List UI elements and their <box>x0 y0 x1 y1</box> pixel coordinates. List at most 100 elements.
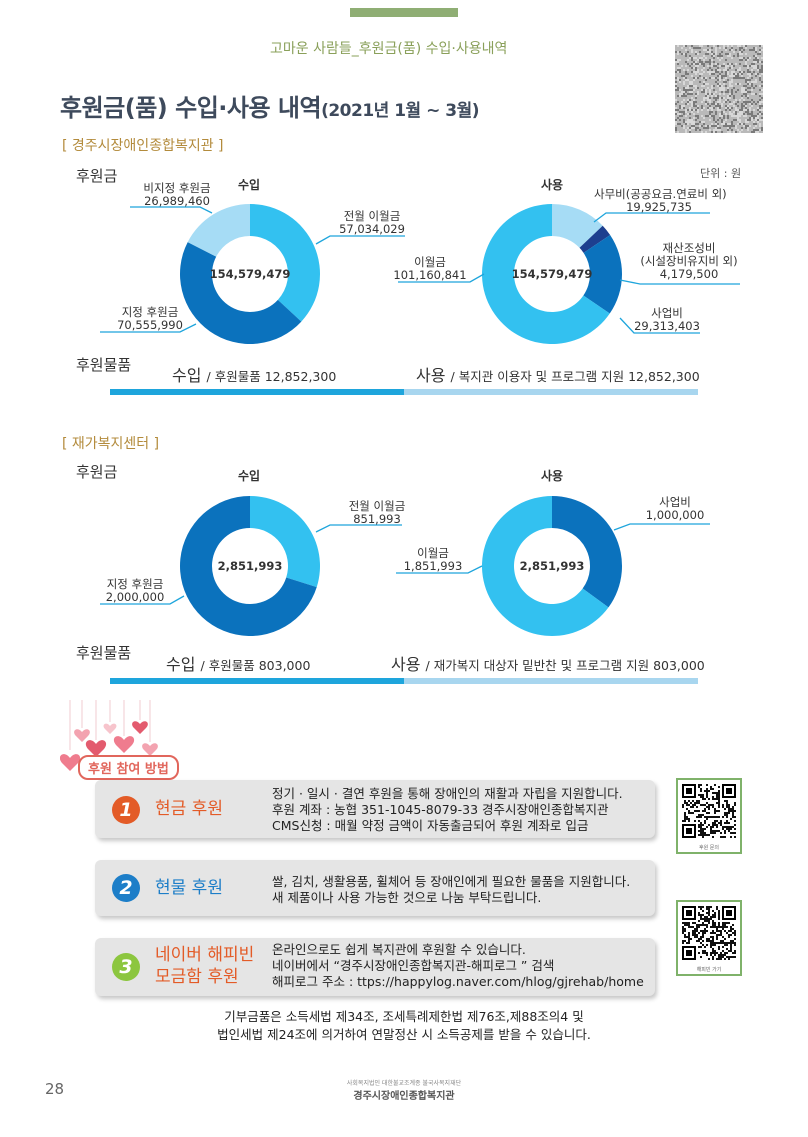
qr-code-happybean[interactable]: 해피빈 가기 <box>676 900 742 976</box>
leader-line-4 <box>619 279 740 285</box>
section1-goods-income: 수입 / 후원물품 12,852,300 <box>172 362 336 386</box>
chart1-center-total: 154,579,479 <box>209 267 291 281</box>
section2-goods-usage: 사용 / 재가복지 대상자 밑반찬 및 프로그램 지원 803,000 <box>391 651 705 675</box>
method1-line3: CMS신청 : 매월 약정 금액이 자동출금되어 후원 계좌로 입금 <box>272 818 589 833</box>
page-number: 28 <box>45 1080 65 1098</box>
top-accent-bar <box>350 8 458 17</box>
leader-line-0 <box>130 206 213 214</box>
section1-income-heading: 수입 <box>238 178 261 192</box>
footer-org-parent: 사회복지법인 대한불교조계종 불국사복지재단 <box>346 1080 462 1087</box>
tax-deduction-note-line2: 법인세법 제24조에 의거하여 연말정산 시 소득공제를 받을 수 있습니다. <box>217 1027 591 1042</box>
chart4-center-total: 2,851,993 <box>519 559 585 573</box>
method-card-goods <box>95 860 655 916</box>
chart2-slice-2 <box>583 234 622 314</box>
chart4-label-project-value: 1,000,000 <box>645 508 705 522</box>
section1-goods-bar-income <box>110 389 404 395</box>
chart4-label-carryforward: 이월금 1,851,993 <box>388 547 478 573</box>
section-title-center: [ 경주시장애인종합복지관 ] <box>62 138 224 154</box>
chart3-slice-1 <box>180 496 317 636</box>
chart3-label-designated-name: 지정 후원금 <box>106 577 164 591</box>
method-card-happybean <box>95 938 655 996</box>
tax-deduction-note: 기부금품은 소득세법 제34조, 조세특례제한법 제76조,제88조의4 및 법… <box>0 1008 808 1044</box>
method3-text: 온라인으로도 쉽게 복지관에 후원할 수 있습니다. 네이버에서 “경주시장애인… <box>272 942 644 990</box>
section2-goods-income-title: 수입 <box>166 655 196 674</box>
section2-usage-heading: 사용 <box>541 469 564 483</box>
page-title-date: (2021년 1월 ~ 3월) <box>321 101 480 121</box>
chart1-label-designated-name: 지정 후원금 <box>121 305 179 319</box>
section2-goods-income-text: / 후원물품 803,000 <box>200 658 311 673</box>
method1-title: 현금 후원 <box>155 799 223 819</box>
leader-line-9 <box>613 523 710 531</box>
method1-line1: 정기 · 일시 · 결연 후원을 통해 장애인의 재활과 자립을 지원합니다. <box>272 786 623 801</box>
chart2-label-office: 사무비(공공요금.연료비 외) 19,925,735 <box>594 187 727 214</box>
chart4-label-carryforward-name: 이월금 <box>417 546 449 560</box>
chart1-slice-0 <box>250 204 320 322</box>
method3-title-line2: 모금함 후원 <box>155 967 239 987</box>
leader-line-1 <box>315 235 405 245</box>
unit-label: 단위 : 원 <box>700 167 742 180</box>
footer-organization: 사회복지법인 대한불교조계종 불국사복지재단 경주시장애인종합복지관 <box>0 1078 808 1102</box>
section1-goods-bar-usage <box>404 389 698 395</box>
tax-deduction-note-line1: 기부금품은 소득세법 제34조, 조세특례제한법 제76조,제88조의4 및 <box>224 1009 584 1024</box>
chart3-center-total: 2,851,993 <box>217 559 283 573</box>
leader-line-6 <box>398 273 485 283</box>
method2-text: 쌀, 김치, 생활용품, 휠체어 등 장애인에게 필요한 물품을 지원합니다. … <box>272 874 630 906</box>
qr-code-inquiry[interactable]: 후원 문의 <box>676 778 742 854</box>
chart2-label-project: 사업비 29,313,403 <box>622 307 712 333</box>
section1-goods-usage: 사용 / 복지관 이용자 및 프로그램 지원 12,852,300 <box>416 362 700 386</box>
chart2-label-project-name: 사업비 <box>651 306 683 320</box>
page-title: 후원금(품) 수입·사용 내역(2021년 1월 ~ 3월) <box>60 88 480 123</box>
chart2-label-carryforward: 이월금 101,160,841 <box>385 256 475 282</box>
chart2-slice-0 <box>552 204 603 248</box>
method2-line2: 새 제품이나 사용 가능한 것으로 나눔 부탁드립니다. <box>272 890 542 905</box>
chart2-slice-1 <box>579 225 611 253</box>
section2-goods-bar-usage <box>404 678 698 684</box>
chart2-label-office-value: 19,925,735 <box>626 200 692 214</box>
leader-line-2 <box>100 323 197 333</box>
chart1-slice-1 <box>180 242 302 344</box>
chart3-slice-0 <box>250 496 321 588</box>
chart4-label-project: 사업비 1,000,000 <box>630 496 720 522</box>
section1-funds-label: 후원금 <box>76 167 118 185</box>
method3-title: 네이버 해피빈 모금함 후원 <box>155 944 254 988</box>
chart1-label-unspecified-value: 26,989,460 <box>144 194 210 208</box>
chart3-label-designated-value: 2,000,000 <box>105 590 165 604</box>
chart1-label-carryover-value: 57,034,029 <box>339 222 405 236</box>
hearts-decoration-icon <box>60 700 158 771</box>
leader-line-10 <box>396 565 483 574</box>
chart2-label-asset-name: 재산조성비 <box>662 241 716 255</box>
chart2-label-carryforward-name: 이월금 <box>414 255 446 269</box>
section1-goods-income-title: 수입 <box>172 366 202 385</box>
chart4-slice-1 <box>481 496 609 636</box>
donut-charts <box>100 204 740 636</box>
method2-title: 현물 후원 <box>155 878 223 898</box>
section-title-homecare: [ 재가복지센터 ] <box>62 436 160 452</box>
section2-income-heading: 수입 <box>238 469 261 483</box>
chart2-label-office-name: 사무비(공공요금.연료비 외) <box>594 187 727 201</box>
section1-usage-heading: 사용 <box>541 178 564 192</box>
chart3-label-designated: 지정 후원금 2,000,000 <box>90 578 180 604</box>
method1-number-icon: 1 <box>112 796 140 824</box>
chart2-label-carryforward-value: 101,160,841 <box>393 268 467 282</box>
method2-line1: 쌀, 김치, 생활용품, 휠체어 등 장애인에게 필요한 물품을 지원합니다. <box>272 874 631 889</box>
section1-goods-label: 후원물품 <box>76 356 132 374</box>
section1-goods-usage-text: / 복지관 이용자 및 프로그램 지원 12,852,300 <box>450 369 700 384</box>
chart3-label-carryover: 전월 이월금 851,993 <box>332 500 422 526</box>
section2-goods-usage-text: / 재가복지 대상자 밑반찬 및 프로그램 지원 803,000 <box>425 658 705 673</box>
section1-goods-income-text: / 후원물품 12,852,300 <box>206 369 337 384</box>
leader-line-3 <box>593 212 710 223</box>
section2-goods-label: 후원물품 <box>76 644 132 662</box>
chart4-slice-0 <box>552 496 622 608</box>
method3-line3: 해피로그 주소 : ttps://happylog.naver.com/hlog… <box>272 974 644 989</box>
chart2-label-project-value: 29,313,403 <box>634 319 700 333</box>
donation-method-tag: 후원 참여 방법 <box>78 755 179 780</box>
chart1-label-designated: 지정 후원금 70,555,990 <box>100 306 200 332</box>
chart2-label-asset-value: 4,179,500 <box>659 267 719 281</box>
section2-goods-usage-title: 사용 <box>391 655 421 674</box>
section1-goods-usage-title: 사용 <box>416 366 446 385</box>
chart4-label-project-name: 사업비 <box>659 495 691 509</box>
method2-number-icon: 2 <box>112 874 140 902</box>
chart3-label-carryover-name: 전월 이월금 <box>348 499 406 513</box>
section2-goods-income: 수입 / 후원물품 803,000 <box>166 651 310 675</box>
qr-code-happybean-caption: 해피빈 가기 <box>696 967 722 973</box>
